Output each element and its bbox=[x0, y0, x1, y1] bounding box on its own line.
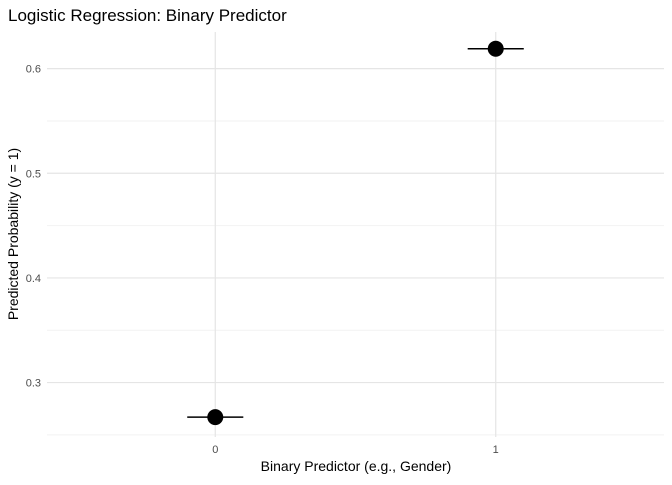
axis-layer: 0.3 0.4 0.5 0.6 0 1 bbox=[26, 64, 499, 456]
y-tick-label: 0.4 bbox=[26, 273, 41, 285]
x-tick-label: 0 bbox=[212, 444, 218, 456]
chart-title: Logistic Regression: Binary Predictor bbox=[8, 6, 287, 25]
x-axis-label: Binary Predictor (e.g., Gender) bbox=[261, 458, 452, 474]
grid-layer bbox=[47, 32, 664, 437]
x-tick-label: 1 bbox=[493, 444, 499, 456]
data-point bbox=[487, 40, 504, 57]
data-point bbox=[207, 409, 224, 426]
y-tick-label: 0.3 bbox=[26, 378, 41, 390]
y-tick-label: 0.6 bbox=[26, 64, 41, 76]
y-axis-label: Predicted Probability (y = 1) bbox=[5, 148, 21, 320]
y-tick-label: 0.5 bbox=[26, 168, 41, 180]
marks-layer bbox=[187, 40, 524, 426]
